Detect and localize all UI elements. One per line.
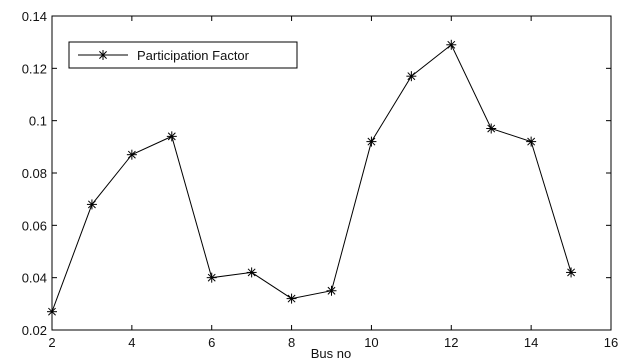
legend: Participation Factor bbox=[68, 41, 298, 69]
y-tick-label: 0.04 bbox=[22, 271, 47, 286]
data-point bbox=[86, 199, 97, 210]
x-tick-label: 2 bbox=[48, 335, 55, 350]
x-tick-label: 8 bbox=[288, 335, 295, 350]
data-point bbox=[166, 131, 177, 142]
data-point bbox=[486, 123, 497, 134]
series-markers bbox=[47, 39, 577, 317]
data-point bbox=[366, 136, 377, 147]
data-point bbox=[126, 149, 137, 160]
data-point bbox=[246, 267, 257, 278]
y-tick-label: 0.14 bbox=[22, 9, 47, 24]
legend-marker bbox=[98, 50, 108, 60]
data-point bbox=[326, 285, 337, 296]
data-point bbox=[566, 267, 577, 278]
axis-ticks bbox=[51, 15, 612, 331]
x-tick-label: 4 bbox=[128, 335, 135, 350]
x-tick-label: 12 bbox=[444, 335, 458, 350]
x-tick-label: 16 bbox=[604, 335, 618, 350]
data-point bbox=[286, 293, 297, 304]
axis-tick-labels: 2 4 6 8 10 12 14 16 0.02 0.04 0.06 0.08 0.1 0.12 0.14 bbox=[22, 9, 619, 350]
y-tick-label: 0.02 bbox=[22, 323, 47, 338]
data-point bbox=[47, 306, 57, 317]
x-axis-title: Bus no bbox=[311, 346, 351, 361]
data-point bbox=[206, 272, 217, 283]
x-tick-label: 10 bbox=[364, 335, 378, 350]
x-tick-label: 14 bbox=[524, 335, 538, 350]
data-point bbox=[406, 71, 417, 82]
series-line bbox=[51, 44, 572, 312]
y-tick-label: 0.06 bbox=[22, 218, 47, 233]
legend-label: Participation Factor bbox=[137, 48, 250, 63]
data-point bbox=[446, 39, 457, 50]
data-point bbox=[526, 136, 537, 147]
y-tick-label: 0.1 bbox=[29, 114, 47, 129]
y-tick-label: 0.08 bbox=[22, 166, 47, 181]
y-tick-label: 0.12 bbox=[22, 61, 47, 76]
x-tick-label: 6 bbox=[208, 335, 215, 350]
